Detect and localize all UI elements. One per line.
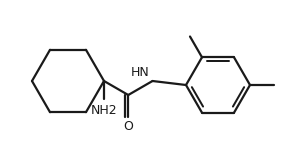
Text: NH2: NH2 xyxy=(91,104,117,117)
Text: O: O xyxy=(123,120,133,133)
Text: HN: HN xyxy=(131,66,150,79)
